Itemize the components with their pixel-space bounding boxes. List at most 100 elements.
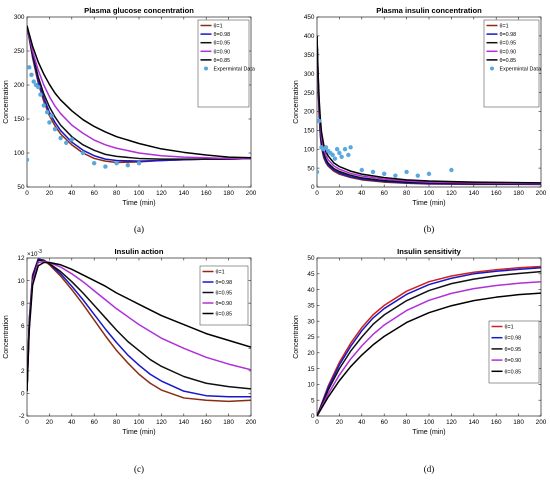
y-tick-label: 50 [307,165,315,172]
y-tick-label: 6 [21,323,25,330]
x-tick-label: 20 [336,190,344,197]
x-axis-label: Time (min) [412,429,445,436]
x-tick-label: 0 [25,419,29,426]
y-tick-label: 2 [21,368,25,375]
panel-caption: (b) [424,224,435,234]
data-point [63,140,69,145]
x-tick-label: 140 [468,190,479,197]
y-tick-label: 350 [304,52,315,59]
legend-label: θ=1 [214,24,223,30]
legend-label: θ=0.95 [214,41,231,47]
x-tick-label: 0 [25,190,29,197]
y-tick-label: 100 [304,146,315,153]
legend-box [488,320,540,384]
x-tick-label: 160 [201,190,212,197]
y-tick-label: 50 [17,184,25,191]
plot-area [317,265,541,416]
legend: θ=1 θ=0.98 θ=0.95 θ=0.90 θ=0.85 [488,320,540,384]
y-tick-label: 300 [304,71,315,78]
series-line-4 [27,260,251,392]
data-point [426,171,432,176]
y-tick-label: 300 [14,14,25,21]
x-axis-label: Time (min) [122,200,155,207]
x-tick-label: 0 [315,190,319,197]
data-point [49,113,54,118]
chart-title: Insulin sensitivity [397,247,461,256]
x-tick-label: 200 [536,190,547,197]
x-tick-label: 120 [446,419,457,426]
legend-label: θ=0.95 [216,291,233,297]
data-point [29,72,34,78]
x-tick-label: 0 [315,419,319,426]
x-axis-label: Time (min) [122,429,155,436]
legend: θ=1 θ=0.98 θ=0.95 θ=0.90 θ=0.85 Expermintal D… [197,19,255,108]
y-tick-label: 35 [307,303,315,310]
series-line-2 [317,267,541,416]
data-point [41,103,46,108]
data-point [27,65,32,70]
series-line-5 [27,25,251,159]
chart-title: Plasma insulin concentration [376,6,482,15]
x-tick-label: 120 [446,190,457,197]
series-line-5 [317,35,541,184]
x-tick-label: 200 [536,419,547,426]
y-tick-label: 10 [17,278,25,285]
legend-label: θ=0.98 [214,32,231,38]
data-point [415,173,420,178]
legend-label: θ=1 [500,24,509,30]
y-tick-label: 20 [307,350,315,357]
x-tick-label: 60 [381,419,389,426]
y-tick-label: 40 [307,287,315,294]
y-tick-label: 10 [307,382,315,389]
data-point [58,135,63,141]
x-tick-label: 180 [223,190,234,197]
data-point [52,127,58,132]
y-tick-label: 30 [307,318,315,325]
y-tick-label: 15 [307,366,315,373]
x-tick-label: 160 [491,419,502,426]
y-tick-label: 25 [307,334,315,341]
legend-label: θ=0.95 [505,347,522,353]
legend-label: θ=0.85 [214,58,231,64]
x-tick-label: 180 [513,190,524,197]
y-tick-label: 0 [21,391,25,398]
data-point [359,167,364,173]
x-tick-label: 160 [491,190,502,197]
data-point [337,150,342,156]
y-tick-label: 0 [311,413,315,420]
x-tick-label: 120 [156,419,167,426]
series-line-4 [317,280,541,416]
y-tick-label: 400 [304,33,315,40]
data-point [404,169,409,175]
legend-label: θ=0.85 [216,312,233,318]
y-tick-label: -2 [19,413,25,420]
x-tick-label: 60 [91,419,99,426]
data-point [348,145,353,150]
data-point [317,169,320,175]
x-tick-label: 100 [424,190,435,197]
x-tick-label: 140 [178,190,189,197]
chart-title: Plasma glucose concentration [84,6,194,15]
x-tick-label: 80 [113,190,121,197]
data-point [323,145,329,150]
y-tick-label: 450 [304,14,315,21]
x-tick-label: 180 [223,419,234,426]
legend: θ=1 θ=0.98 θ=0.95 θ=0.90 θ=0.85 [199,265,249,326]
x-tick-label: 200 [246,419,257,426]
legend-label: θ=0.85 [500,58,517,64]
x-tick-label: 80 [403,190,411,197]
x-tick-label: 180 [513,419,524,426]
series-line-2 [27,258,251,398]
x-axis-label: Time (min) [412,200,445,207]
series-line-4 [27,25,251,160]
series-line-5 [27,261,251,392]
y-tick-label: 150 [304,128,315,135]
data-point [317,118,322,124]
x-tick-label: 100 [424,419,435,426]
x-tick-label: 20 [46,190,54,197]
data-point [370,169,376,175]
x-tick-label: 20 [336,419,344,426]
